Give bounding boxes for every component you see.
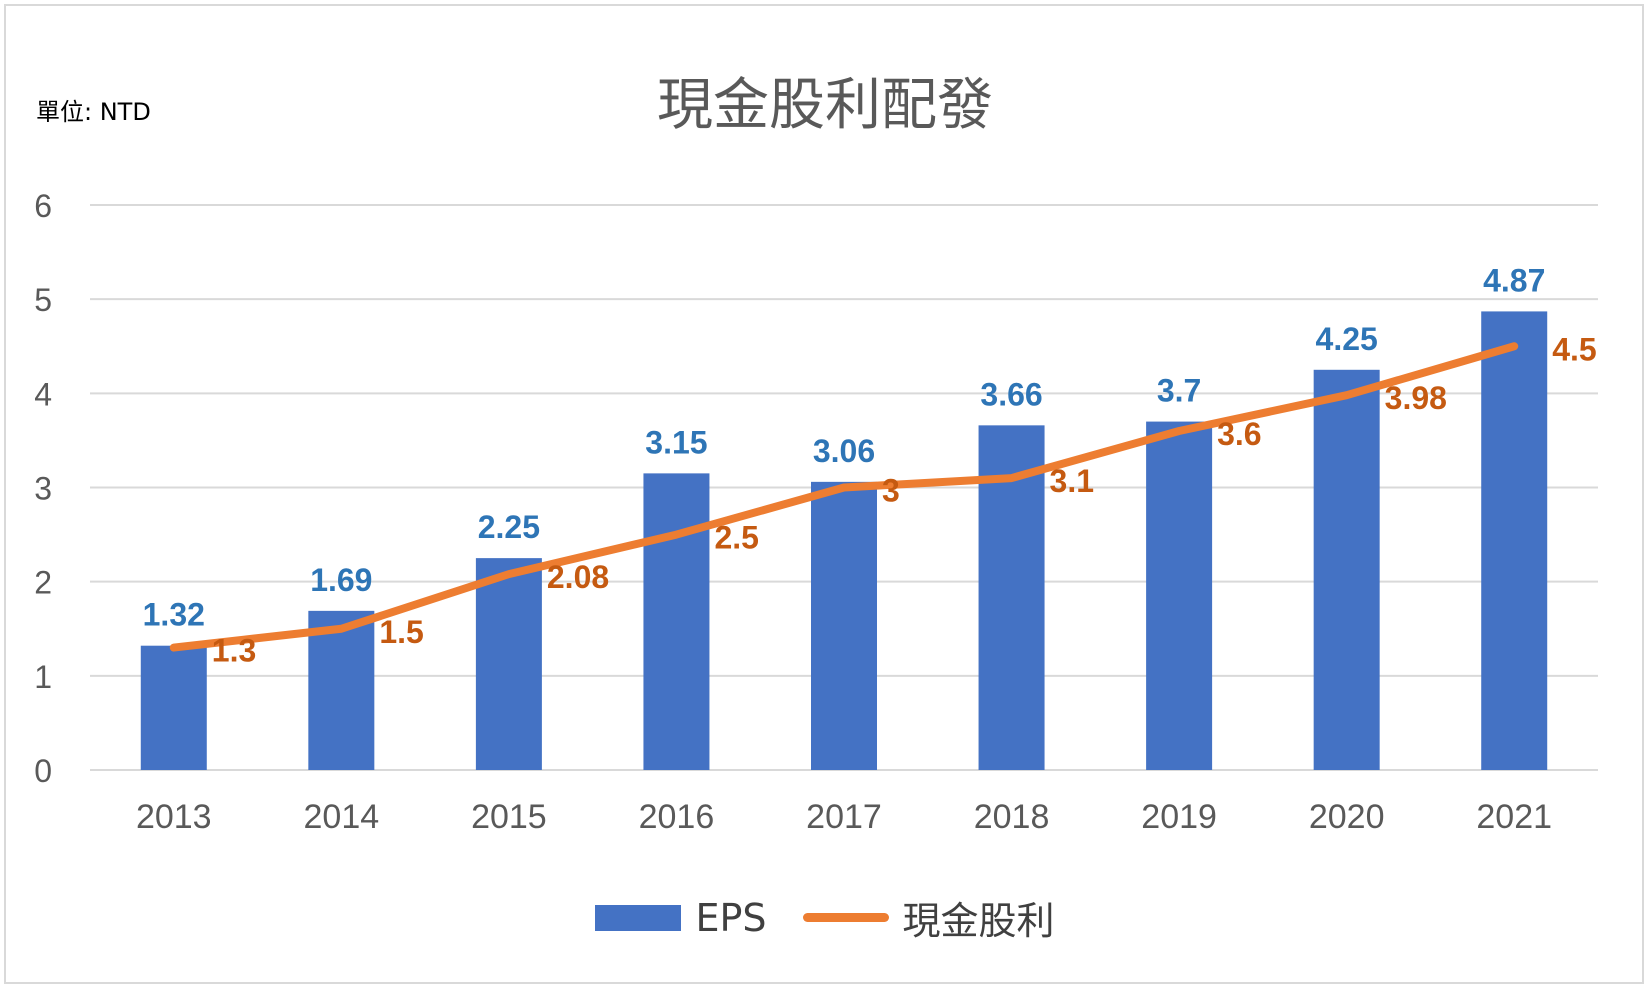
data-label-dividend: 1.3 — [212, 633, 256, 669]
unit-note: 單位: NTD — [36, 98, 151, 126]
x-tick-label: 2020 — [1309, 798, 1385, 836]
data-label-dividend: 1.5 — [379, 614, 423, 650]
x-tick-label: 2019 — [1141, 798, 1217, 836]
legend-item-dividend: 現金股利 — [802, 890, 1055, 945]
y-tick-label: 6 — [34, 188, 52, 224]
data-label-dividend: 3.98 — [1385, 380, 1447, 416]
data-label-dividend: 2.08 — [547, 559, 609, 595]
point-dividend — [1178, 430, 1181, 432]
data-label-eps: 4.25 — [1316, 321, 1378, 357]
chart-title: 現金股利配發 — [657, 73, 993, 138]
x-tick-label: 2015 — [471, 798, 547, 836]
point-dividend — [340, 627, 343, 630]
data-label-dividend: 2.5 — [714, 520, 758, 556]
legend-swatch-eps — [595, 904, 682, 931]
data-label-eps: 1.32 — [143, 597, 205, 633]
y-tick-label: 4 — [34, 376, 52, 412]
bar-eps — [811, 481, 877, 770]
point-dividend — [675, 533, 678, 536]
data-label-dividend: 3 — [882, 473, 900, 509]
data-label-eps: 3.7 — [1157, 373, 1201, 409]
bar-eps — [140, 645, 207, 770]
x-tick-label: 2014 — [304, 798, 380, 836]
data-label-eps: 2.25 — [478, 509, 540, 545]
data-label-eps: 3.15 — [645, 424, 707, 460]
legend-item-eps: EPS — [595, 895, 767, 940]
point-dividend — [172, 646, 175, 649]
bar-eps — [1313, 369, 1380, 770]
legend-label-dividend: 現金股利 — [902, 899, 1055, 943]
point-dividend — [1345, 394, 1348, 397]
y-tick-label: 2 — [34, 565, 52, 601]
y-tick-label: 5 — [34, 282, 52, 318]
x-tick-label: 2018 — [974, 798, 1050, 836]
point-dividend — [1010, 477, 1013, 480]
data-label-eps: 4.87 — [1483, 262, 1545, 298]
data-label-eps: 3.06 — [813, 433, 875, 469]
data-label-dividend: 3.1 — [1050, 463, 1094, 499]
legend-swatch-dividend — [802, 913, 889, 922]
data-label-eps: 3.66 — [980, 376, 1042, 412]
y-tick-label: 0 — [34, 753, 52, 789]
bar-eps — [643, 473, 710, 770]
bar-eps — [1146, 421, 1213, 770]
data-label-eps: 1.69 — [310, 562, 372, 598]
x-tick-label: 2013 — [136, 798, 212, 836]
bar-eps — [308, 610, 375, 770]
bar-eps — [1481, 311, 1548, 770]
point-dividend — [843, 486, 845, 489]
x-tick-label: 2021 — [1476, 798, 1552, 836]
y-tick-label: 1 — [34, 659, 52, 695]
legend: EPS 現金股利 — [0, 890, 1650, 945]
legend-label-eps: EPS — [695, 895, 767, 940]
point-dividend — [507, 573, 510, 576]
data-label-dividend: 3.6 — [1217, 416, 1261, 452]
bar-eps — [475, 558, 542, 770]
x-tick-label: 2017 — [806, 798, 882, 836]
data-label-dividend: 4.5 — [1552, 331, 1596, 367]
y-tick-label: 3 — [34, 471, 52, 507]
x-tick-label: 2016 — [639, 798, 715, 836]
point-dividend — [1513, 345, 1516, 348]
